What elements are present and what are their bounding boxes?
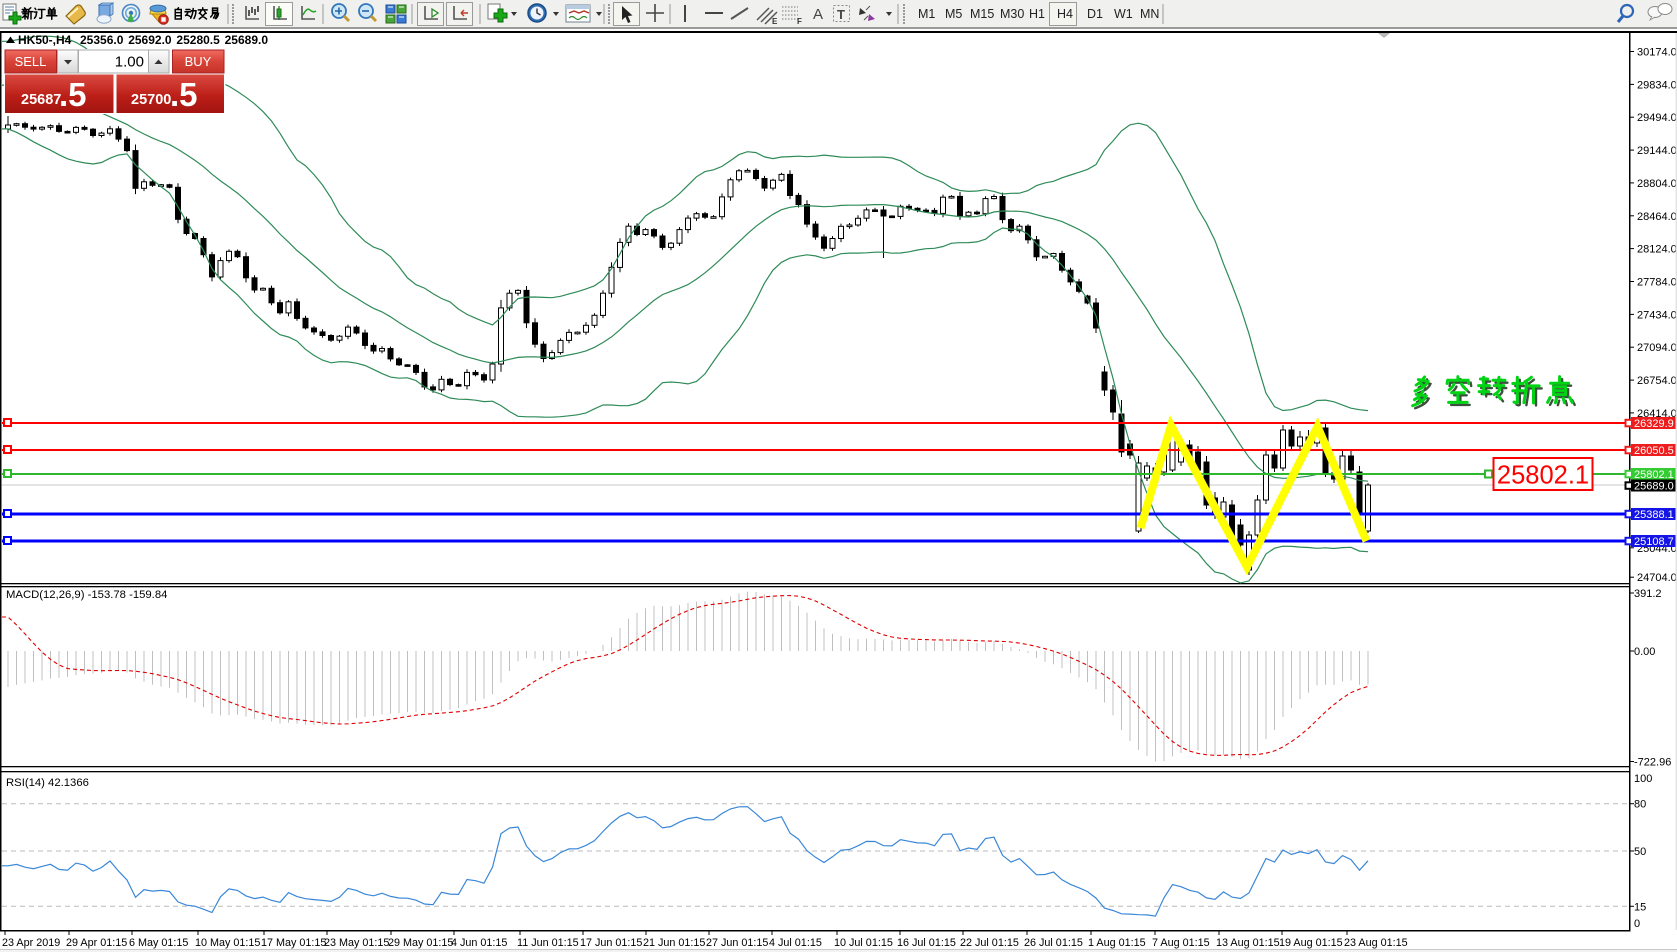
svg-text:M30: M30 (1000, 7, 1024, 21)
svg-text:T: T (837, 7, 845, 22)
svg-text:.5: .5 (170, 76, 198, 113)
svg-text:6 May 01:15: 6 May 01:15 (129, 937, 188, 949)
svg-text:27434.0: 27434.0 (1637, 309, 1677, 321)
svg-text:19 Aug 01:15: 19 Aug 01:15 (1279, 937, 1343, 949)
svg-text:17 May 01:15: 17 May 01:15 (261, 937, 326, 949)
svg-text:15: 15 (1634, 901, 1646, 913)
svg-text:7 Aug 01:15: 7 Aug 01:15 (1152, 937, 1210, 949)
svg-text:27094.0: 27094.0 (1637, 342, 1677, 354)
svg-text:.5: .5 (59, 76, 87, 113)
svg-text:23 Aug 01:15: 23 Aug 01:15 (1344, 937, 1408, 949)
svg-text:25689.0: 25689.0 (1634, 481, 1674, 493)
svg-text:RSI(14) 42.1366: RSI(14) 42.1366 (6, 777, 89, 789)
svg-text:M15: M15 (970, 7, 994, 21)
svg-text:100: 100 (1634, 773, 1652, 785)
svg-text:26414.0: 26414.0 (1637, 408, 1677, 420)
svg-text:W1: W1 (1114, 7, 1133, 21)
svg-text:M5: M5 (945, 7, 962, 21)
svg-text:22 Jul 01:15: 22 Jul 01:15 (960, 937, 1019, 949)
svg-text:26329.9: 26329.9 (1634, 418, 1674, 430)
svg-text:80: 80 (1634, 799, 1646, 811)
svg-text:25802.1: 25802.1 (1634, 469, 1674, 481)
svg-text:50: 50 (1634, 846, 1646, 858)
svg-text:E: E (772, 17, 778, 26)
svg-text:1.00: 1.00 (115, 54, 144, 71)
svg-text:29 May 01:15: 29 May 01:15 (388, 937, 453, 949)
svg-text:H4: H4 (1057, 7, 1073, 21)
svg-text:27 Jun 01:15: 27 Jun 01:15 (706, 937, 768, 949)
svg-text:10 Jul 01:15: 10 Jul 01:15 (834, 937, 893, 949)
svg-text:BUY: BUY (185, 54, 212, 69)
svg-text:D1: D1 (1087, 7, 1103, 21)
svg-text:29 Apr 01:15: 29 Apr 01:15 (66, 937, 127, 949)
svg-text:F: F (797, 17, 802, 26)
svg-text:M1: M1 (918, 7, 935, 21)
svg-text:29494.0: 29494.0 (1637, 112, 1677, 124)
svg-text:0.00: 0.00 (1634, 646, 1655, 658)
svg-text:25356.0 25692.0 25280.5 25689.: 25356.0 25692.0 25280.5 25689.0 (80, 33, 268, 47)
svg-text:4 Jun 01:15: 4 Jun 01:15 (451, 937, 507, 949)
svg-text:23 May 01:15: 23 May 01:15 (324, 937, 389, 949)
svg-text:17 Jun 01:15: 17 Jun 01:15 (580, 937, 642, 949)
svg-text:H1: H1 (1029, 7, 1045, 21)
svg-text:16 Jul 01:15: 16 Jul 01:15 (897, 937, 956, 949)
svg-text:25700: 25700 (131, 92, 171, 108)
svg-text:13 Aug 01:15: 13 Aug 01:15 (1216, 937, 1280, 949)
svg-text:25687: 25687 (21, 92, 61, 108)
svg-text:29144.0: 29144.0 (1637, 145, 1677, 157)
svg-text:23 Apr 2019: 23 Apr 2019 (2, 937, 60, 949)
svg-text:25802.1: 25802.1 (1497, 462, 1589, 490)
svg-text:26754.0: 26754.0 (1637, 375, 1677, 387)
svg-text:28124.0: 28124.0 (1637, 244, 1677, 256)
svg-text:A: A (813, 6, 823, 23)
svg-text:11 Jun 01:15: 11 Jun 01:15 (517, 937, 579, 949)
svg-text:24704.0: 24704.0 (1637, 572, 1677, 584)
svg-text:25388.1: 25388.1 (1634, 509, 1674, 521)
svg-text:1 Aug 01:15: 1 Aug 01:15 (1088, 937, 1146, 949)
svg-text:27784.0: 27784.0 (1637, 277, 1677, 289)
svg-text:4 Jul 01:15: 4 Jul 01:15 (769, 937, 822, 949)
svg-text:MN: MN (1140, 7, 1159, 21)
svg-text:30174.0: 30174.0 (1637, 47, 1677, 59)
svg-text:0: 0 (1634, 918, 1640, 930)
svg-text:-722.96: -722.96 (1634, 757, 1671, 769)
svg-text:21 Jun 01:15: 21 Jun 01:15 (643, 937, 705, 949)
svg-text:25108.7: 25108.7 (1634, 536, 1674, 548)
svg-text:28804.0: 28804.0 (1637, 178, 1677, 190)
svg-text:HK50-,H4: HK50-,H4 (18, 33, 72, 47)
svg-text:28464.0: 28464.0 (1637, 211, 1677, 223)
svg-text:391.2: 391.2 (1634, 588, 1662, 600)
svg-text:26 Jul 01:15: 26 Jul 01:15 (1024, 937, 1083, 949)
svg-text:MACD(12,26,9) -153.78 -159.84: MACD(12,26,9) -153.78 -159.84 (6, 589, 167, 601)
svg-text:10 May 01:15: 10 May 01:15 (195, 937, 260, 949)
svg-text:29834.0: 29834.0 (1637, 79, 1677, 91)
svg-text:26050.5: 26050.5 (1634, 445, 1674, 457)
svg-text:SELL: SELL (15, 54, 47, 69)
